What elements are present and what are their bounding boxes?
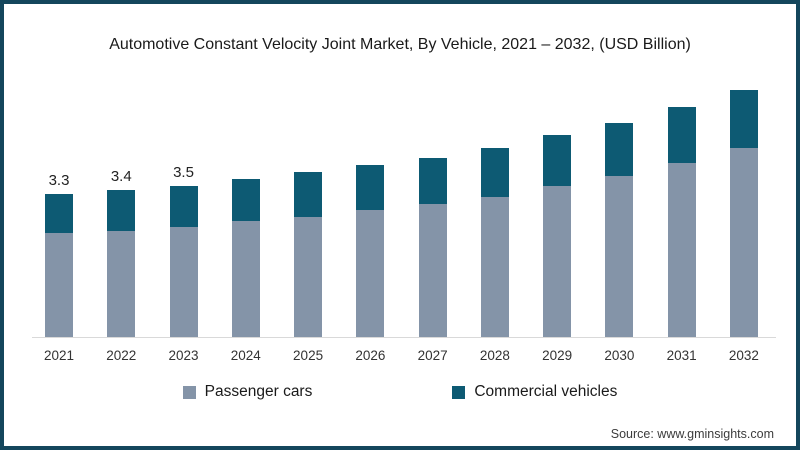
bar-segment-passenger-cars bbox=[605, 176, 634, 337]
bar-column-2031 bbox=[667, 107, 696, 337]
x-tick-label-2022: 2022 bbox=[106, 348, 137, 363]
x-tick-label-2024: 2024 bbox=[230, 348, 261, 363]
bar-segment-commercial-vehicles bbox=[543, 135, 572, 186]
bar-segment-passenger-cars bbox=[356, 210, 385, 337]
bar-segment-commercial-vehicles bbox=[45, 194, 73, 233]
x-tick-label-2030: 2030 bbox=[604, 348, 635, 363]
year-cell: 2029 bbox=[542, 348, 573, 363]
bar-segment-commercial-vehicles bbox=[107, 190, 136, 231]
bar-value-label: 3.5 bbox=[173, 164, 194, 181]
bars-plot-area: 3.3 3.4 3.5 bbox=[45, 77, 758, 337]
year-cell: 2024 bbox=[230, 348, 261, 363]
x-tick-label-2027: 2027 bbox=[417, 348, 448, 363]
bar-segment-commercial-vehicles bbox=[418, 158, 447, 204]
year-cell: 2028 bbox=[479, 348, 510, 363]
bar-column-2028 bbox=[480, 148, 509, 337]
bar-column-2025 bbox=[294, 172, 323, 337]
bar-segment-passenger-cars bbox=[45, 233, 73, 337]
x-tick-label-2031: 2031 bbox=[666, 348, 697, 363]
bar-segment-commercial-vehicles bbox=[231, 179, 260, 221]
year-cell: 2025 bbox=[293, 348, 324, 363]
x-tick-label-2023: 2023 bbox=[168, 348, 199, 363]
legend-label: Passenger cars bbox=[204, 383, 313, 400]
legend-item-passenger-cars: Passenger cars bbox=[182, 383, 313, 401]
x-tick-label-2021: 2021 bbox=[43, 348, 75, 363]
year-cell: 2031 bbox=[666, 348, 697, 363]
legend: Passenger cars Commercial vehicles bbox=[4, 383, 796, 401]
bar-segment-commercial-vehicles bbox=[605, 123, 634, 176]
bar-value-label: 3.4 bbox=[110, 168, 132, 185]
x-axis-tick-labels: 2021 2022 2023 2024 2025 2026 2027 2028 2029 2030… bbox=[43, 348, 759, 363]
bar-segment-passenger-cars bbox=[107, 231, 136, 337]
bar-column-2024 bbox=[231, 179, 260, 337]
bar-column-2021: 3.3 bbox=[45, 172, 73, 337]
year-cell: 2022 bbox=[106, 348, 137, 363]
year-cell: 2032 bbox=[728, 348, 759, 363]
bar-segment-passenger-cars bbox=[480, 197, 509, 337]
bar-segment-passenger-cars bbox=[169, 227, 198, 337]
x-axis-line bbox=[32, 337, 776, 338]
bar-segment-commercial-vehicles bbox=[294, 172, 323, 217]
bar-segment-passenger-cars bbox=[667, 163, 696, 337]
bar-column-2026 bbox=[356, 165, 385, 337]
bar-column-2027 bbox=[418, 158, 447, 337]
bar-segment-passenger-cars bbox=[294, 217, 323, 337]
year-cell: 2030 bbox=[604, 348, 635, 363]
bar-segment-commercial-vehicles bbox=[729, 90, 758, 148]
x-tick-label-2032: 2032 bbox=[728, 348, 759, 363]
source-attribution: Source: www.gminsights.com bbox=[610, 427, 774, 441]
chart-title: Automotive Constant Velocity Joint Marke… bbox=[109, 36, 691, 53]
year-cell: 2027 bbox=[417, 348, 448, 363]
year-cell: 2023 bbox=[168, 348, 199, 363]
x-tick-label-2029: 2029 bbox=[542, 348, 573, 363]
bar-column-2022: 3.4 bbox=[107, 168, 136, 337]
bar-column-2029 bbox=[543, 135, 572, 337]
legend-item-commercial-vehicles: Commercial vehicles bbox=[452, 383, 617, 401]
bar-column-2023: 3.5 bbox=[169, 164, 198, 337]
bar-segment-passenger-cars bbox=[543, 186, 572, 337]
bar-segment-passenger-cars bbox=[231, 221, 260, 337]
bar-segment-commercial-vehicles bbox=[480, 148, 509, 197]
x-tick-label-2028: 2028 bbox=[479, 348, 510, 363]
bar-value-label: 3.3 bbox=[48, 172, 70, 189]
x-tick-label-2025: 2025 bbox=[293, 348, 324, 363]
bar-column-2030 bbox=[605, 123, 634, 337]
commercial-vehicles-swatch-icon bbox=[452, 385, 466, 399]
x-tick-label-2026: 2026 bbox=[355, 348, 386, 363]
bar-segment-passenger-cars bbox=[729, 148, 758, 337]
legend-label: Commercial vehicles bbox=[474, 383, 618, 400]
year-cell: 2021 bbox=[43, 348, 75, 363]
bar-segment-passenger-cars bbox=[418, 204, 447, 337]
bar-segment-commercial-vehicles bbox=[667, 107, 696, 163]
passenger-cars-swatch-icon bbox=[182, 385, 196, 399]
bar-segment-commercial-vehicles bbox=[356, 165, 385, 210]
year-cell: 2026 bbox=[355, 348, 386, 363]
bar-column-2032 bbox=[729, 90, 758, 337]
bar-segment-commercial-vehicles bbox=[169, 186, 198, 227]
